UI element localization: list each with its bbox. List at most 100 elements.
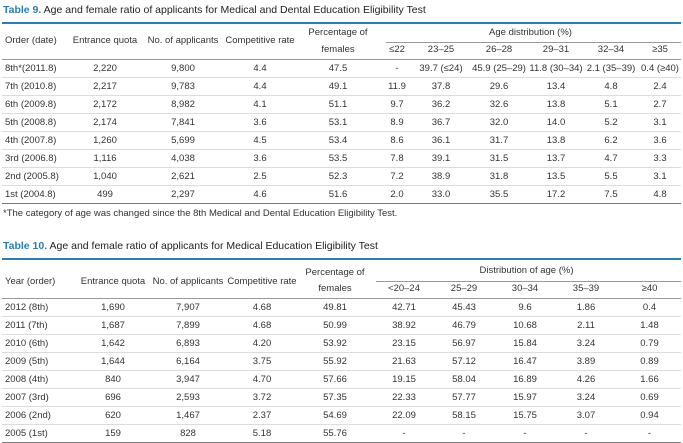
cell-females: 51.1 xyxy=(328,99,348,110)
cell-age-20-24: - xyxy=(402,428,406,439)
table-row: 2008 (4th) 840 3,947 4.70 57.66 19.15 58.04 16.… xyxy=(2,371,681,389)
cell-year: 2007 (3rd) xyxy=(5,392,49,403)
table-10-header-order: Year (order) xyxy=(5,276,56,287)
cell-competitive: 4.4 xyxy=(253,81,267,92)
table-10-header-quota: Entrance quota xyxy=(80,276,146,287)
cell-age-26-28: 45.9 (25–29) xyxy=(472,63,526,74)
cell-order: 4th (2007.8) xyxy=(5,135,57,146)
cell-year: 2009 (5th) xyxy=(5,356,49,367)
table-row: 4th (2007.8) 1,260 5,699 4.5 53.4 8.6 36.1 31.7… xyxy=(2,132,681,150)
table-9-header-row-2: females ≤22 23–25 26–28 29–31 32–34 ≥35 xyxy=(2,42,681,59)
cell-females: 57.66 xyxy=(323,374,347,385)
table-row: 2009 (5th) 1,644 6,164 3.75 55.92 21.63 57.12 1… xyxy=(2,353,681,371)
cell-quota: 159 xyxy=(105,428,121,439)
cell-age-26-28: 31.8 xyxy=(489,171,509,182)
cell-age-32-34: 5.5 xyxy=(604,171,618,182)
cell-order: 7th (2010.8) xyxy=(5,81,57,92)
cell-females: 49.1 xyxy=(328,81,348,92)
table-9-age-group-rule xyxy=(386,42,681,43)
cell-females: 51.6 xyxy=(328,189,348,200)
cell-age-le22: 9.7 xyxy=(390,99,404,110)
table-10-header-competitive: Competitive rate xyxy=(227,276,297,287)
table-10-label: Table 10. xyxy=(3,240,48,252)
cell-age-23-25: 36.7 xyxy=(431,117,451,128)
cell-age-le22: 2.0 xyxy=(390,189,404,200)
cell-competitive: 4.4 xyxy=(253,63,267,74)
cell-age-30-34: - xyxy=(523,428,527,439)
table-row: 2007 (3rd) 696 2,593 3.72 57.35 22.33 57.77 15.… xyxy=(2,389,681,407)
cell-age-23-25: 33.0 xyxy=(431,189,451,200)
cell-competitive: 3.75 xyxy=(252,356,272,367)
cell-applicants: 5,699 xyxy=(171,135,195,146)
cell-quota: 2,172 xyxy=(93,99,117,110)
table-9-header-rule xyxy=(2,59,681,60)
cell-age-30-34: 15.84 xyxy=(513,338,537,349)
cell-applicants: 828 xyxy=(180,428,196,439)
table-row: 5th (2008.8) 2,174 7,841 3.6 53.1 8.9 36.7 32.0… xyxy=(2,114,681,132)
cell-age-26-28: 35.5 xyxy=(489,189,509,200)
table-9-header-age-1: ≤22 xyxy=(389,44,405,55)
table-10-header-row-1: Year (order) Entrance quota No. of appli… xyxy=(2,260,681,287)
table-9-header-order: Order (date) xyxy=(5,35,57,46)
cell-quota: 1,687 xyxy=(101,320,125,331)
table-10-header-row-2: females <20–24 25–29 30–34 35–39 ≥40 xyxy=(2,281,681,298)
cell-order: 8th*(2011.8) xyxy=(5,63,57,74)
table-10-age-group-rule xyxy=(376,281,681,282)
cell-age-25-29: 58.15 xyxy=(452,410,476,421)
table-10-header-age-group: Distribution of age (%) xyxy=(479,265,574,276)
cell-competitive: 4.1 xyxy=(253,99,267,110)
cell-competitive: 4.5 xyxy=(253,135,267,146)
cell-age-20-24: 19.15 xyxy=(392,374,416,385)
table-9-header-females-1: Percentage of xyxy=(308,27,368,38)
cell-age-20-24: 22.33 xyxy=(392,392,416,403)
table-10-header-age-2: 25–29 xyxy=(450,283,478,294)
cell-applicants: 1,467 xyxy=(176,410,200,421)
cell-order: 6th (2009.8) xyxy=(5,99,57,110)
table-10-header-age-4: 35–39 xyxy=(572,283,600,294)
cell-competitive: 4.68 xyxy=(252,320,272,331)
table-9-header-age-5: 32–34 xyxy=(597,44,625,55)
cell-competitive: 3.6 xyxy=(253,153,267,164)
cell-competitive: 3.72 xyxy=(252,392,272,403)
cell-applicants: 2,297 xyxy=(171,189,195,200)
table-9-header-age-2: 23–25 xyxy=(427,44,455,55)
table-9-caption: Table 9. Age and female ratio of applica… xyxy=(0,0,683,22)
cell-age-32-34: 4.7 xyxy=(604,153,618,164)
cell-age-ge35: 3.1 xyxy=(653,171,667,182)
cell-competitive: 3.6 xyxy=(253,117,267,128)
cell-age-26-28: 31.7 xyxy=(489,135,509,146)
cell-age-20-24: 22.09 xyxy=(392,410,416,421)
cell-quota: 2,217 xyxy=(93,81,117,92)
table-row: 2nd (2005.8) 1,040 2,621 2.5 52.3 7.2 38.9 31.8… xyxy=(2,168,681,186)
cell-quota: 696 xyxy=(105,392,121,403)
cell-age-ge40: 0.69 xyxy=(640,392,659,403)
cell-age-30-34: 9.6 xyxy=(518,302,532,313)
cell-quota: 1,644 xyxy=(101,356,125,367)
cell-applicants: 9,800 xyxy=(171,63,195,74)
cell-age-32-34: 6.2 xyxy=(604,135,618,146)
table-9: Table 9. Age and female ratio of applica… xyxy=(0,0,683,221)
table-9-top-rule xyxy=(2,22,681,24)
table-9-title: Age and female ratio of applicants for M… xyxy=(41,4,426,16)
cell-applicants: 2,593 xyxy=(176,392,200,403)
table-9-header-quota: Entrance quota xyxy=(72,35,138,46)
cell-age-le22: 7.8 xyxy=(390,153,404,164)
cell-females: 55.76 xyxy=(323,428,347,439)
table-row: 2006 (2nd) 620 1,467 2.37 54.69 22.09 58.15 15.… xyxy=(2,407,681,425)
table-row: 2010 (6th) 1,642 6,893 4.20 53.92 23.15 56.97 1… xyxy=(2,335,681,353)
cell-females: 53.4 xyxy=(328,135,348,146)
cell-applicants: 2,621 xyxy=(171,171,195,182)
table-row: 2011 (7th) 1,687 7,899 4.68 50.99 38.92 46.79 1… xyxy=(2,317,681,335)
table-10-header-age-3: 30–34 xyxy=(511,283,539,294)
cell-year: 2010 (6th) xyxy=(5,338,49,349)
cell-quota: 1,690 xyxy=(101,302,125,313)
table-9-header-females-2: females xyxy=(321,44,355,55)
cell-applicants: 6,893 xyxy=(176,338,200,349)
cell-age-26-28: 29.6 xyxy=(489,81,509,92)
cell-order: 5th (2008.8) xyxy=(5,117,57,128)
cell-competitive: 2.37 xyxy=(252,410,272,421)
cell-age-26-28: 31.5 xyxy=(489,153,509,164)
table-9-body: 8th*(2011.8) 2,220 9,800 4.4 47.5 - 39.7 (≤24)… xyxy=(0,60,683,204)
table-9-label: Table 9. xyxy=(3,4,42,16)
cell-competitive: 4.70 xyxy=(252,374,272,385)
